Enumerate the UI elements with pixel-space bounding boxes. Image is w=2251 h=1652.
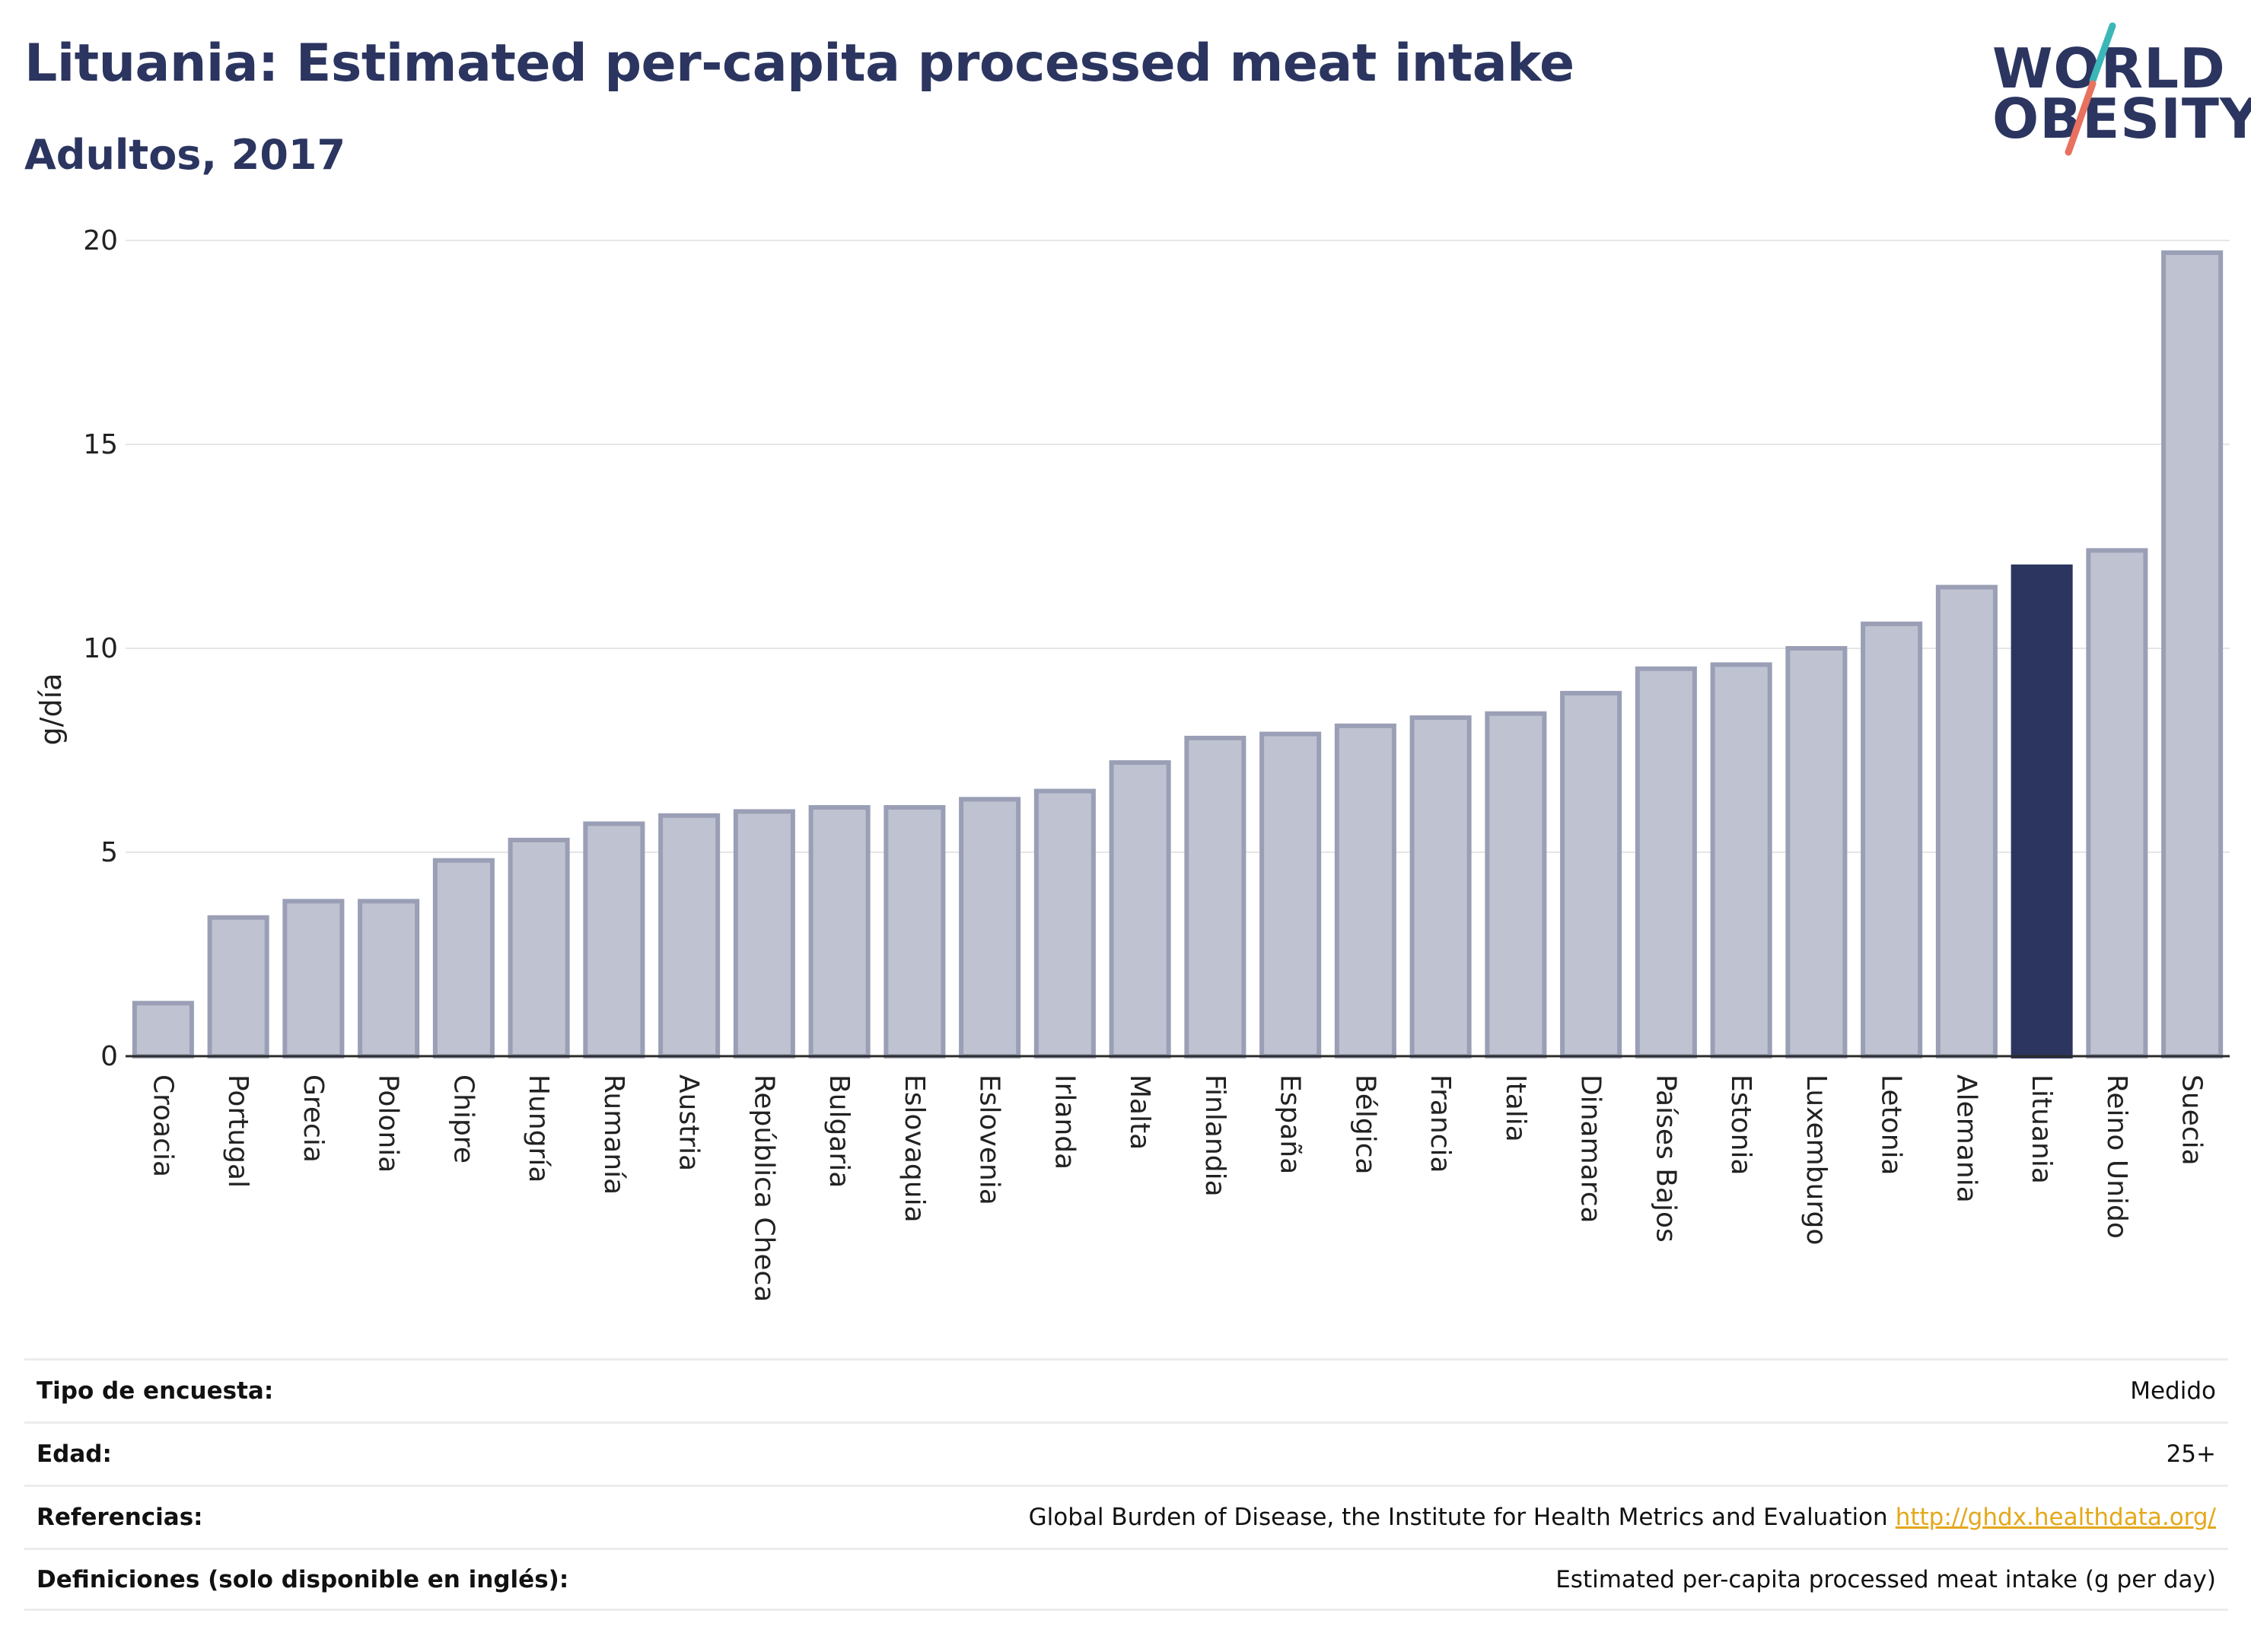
- bar-suecia: [2161, 250, 2224, 1059]
- bar-rumanía: [583, 821, 645, 1058]
- x-tick-label: Hungría: [523, 1074, 554, 1183]
- x-tick-label: Finlandia: [1199, 1074, 1231, 1197]
- x-tick-label: Dinamarca: [1575, 1074, 1606, 1224]
- info-row-definitions: Definiciones (solo disponible en inglés)…: [24, 1548, 2228, 1611]
- x-tick-label: Rumanía: [598, 1074, 629, 1195]
- world-obesity-logo[interactable]: WORLD OBESITY: [1979, 18, 2251, 163]
- bar-dinamarca: [1560, 690, 1622, 1059]
- x-tick-label: Croacia: [147, 1074, 178, 1177]
- y-tick-label: 5: [100, 837, 118, 868]
- x-tick-label: Suecia: [2176, 1074, 2208, 1166]
- info-key: Tipo de encuesta:: [37, 1377, 274, 1405]
- bar-república-checa: [733, 809, 795, 1059]
- x-tick-label: Reino Unido: [2101, 1074, 2132, 1239]
- bar-polonia: [358, 899, 420, 1058]
- bar-bulgaria: [808, 805, 871, 1058]
- x-tick-label: España: [1275, 1074, 1306, 1174]
- bar-reino-unido: [2086, 548, 2148, 1058]
- bar-finlandia: [1184, 735, 1246, 1058]
- bar-bélgica: [1334, 723, 1396, 1059]
- info-value: 25+: [2166, 1440, 2216, 1468]
- info-key: Edad:: [37, 1440, 112, 1468]
- bar-luxemburgo: [1785, 646, 1848, 1058]
- x-tick-label: Francia: [1425, 1074, 1456, 1173]
- chart-title: Lituania: Estimated per-capita processed…: [24, 33, 1574, 94]
- info-value: Estimated per-capita processed meat inta…: [1555, 1565, 2216, 1593]
- x-tick-label: Eslovaquia: [899, 1074, 930, 1223]
- x-tick-label: Portugal: [222, 1074, 253, 1188]
- bar-chart: 0 5 10 15 20 g/día Croacia Portugal Grecia Poloni…: [34, 225, 2230, 1302]
- bar-irlanda: [1033, 788, 1096, 1058]
- info-row-references: Referencias: Global Burden of Disease, t…: [24, 1485, 2228, 1548]
- info-key: Referencias:: [37, 1504, 203, 1531]
- x-tick-label: Polonia: [373, 1074, 404, 1173]
- x-tick-label: Irlanda: [1049, 1074, 1080, 1170]
- logo-slash-icon: [2065, 22, 2116, 156]
- x-tick-label: Chipre: [447, 1074, 479, 1163]
- reference-link[interactable]: http://ghdx.healthdata.org/: [1895, 1504, 2216, 1531]
- bar-hungría: [508, 837, 570, 1058]
- bar-austria: [658, 813, 721, 1058]
- x-tick-label: Italia: [1500, 1074, 1531, 1142]
- bar-españa: [1259, 731, 1322, 1058]
- y-tick-label: 15: [83, 429, 118, 460]
- bar-eslovenia: [959, 797, 1021, 1058]
- bar-chipre: [432, 858, 495, 1058]
- bar-estonia: [1710, 662, 1772, 1058]
- y-axis-label: g/día: [34, 673, 68, 746]
- bar-francia: [1409, 715, 1472, 1058]
- x-tick-label: Bélgica: [1349, 1074, 1380, 1175]
- y-tick-label: 10: [83, 633, 118, 664]
- bar-croacia: [132, 1001, 194, 1058]
- info-table: Tipo de encuesta: Medido Edad: 25+ Refer…: [24, 1358, 2228, 1611]
- info-row-age: Edad: 25+: [24, 1421, 2228, 1485]
- x-tick-label: Lituania: [2026, 1074, 2057, 1184]
- reference-text: Global Burden of Disease, the Institute …: [1028, 1504, 1888, 1531]
- bar-italia: [1485, 711, 1547, 1058]
- bar-letonia: [1861, 621, 1923, 1058]
- bar-grecia: [282, 899, 345, 1058]
- x-tick-label: Austria: [673, 1074, 705, 1171]
- chart-subtitle: Adultos, 2017: [24, 131, 346, 179]
- x-tick-label: Luxemburgo: [1800, 1074, 1832, 1245]
- x-tick-label: Eslovenia: [974, 1074, 1005, 1205]
- info-value: Medido: [2130, 1377, 2216, 1405]
- bar-países-bajos: [1635, 666, 1697, 1058]
- info-value-references: Global Burden of Disease, the Institute …: [1029, 1504, 2216, 1531]
- info-row-survey-type: Tipo de encuesta: Medido: [24, 1358, 2228, 1421]
- bar-eslovaquia: [884, 805, 946, 1058]
- x-tick-label: Bulgaria: [823, 1074, 855, 1188]
- x-tick-label: Malta: [1124, 1074, 1155, 1150]
- x-tick-label: Países Bajos: [1650, 1074, 1681, 1243]
- bar-malta: [1109, 760, 1171, 1059]
- y-tick-label: 20: [83, 225, 118, 256]
- logo-line-2: OBESITY: [1992, 87, 2251, 151]
- info-key: Definiciones (solo disponible en inglés)…: [37, 1565, 569, 1593]
- x-tick-label: Grecia: [298, 1074, 329, 1163]
- x-tick-label: República Checa: [748, 1074, 779, 1302]
- logo-line-1: WORLD: [1992, 37, 2226, 100]
- bar-portugal: [207, 915, 269, 1059]
- x-tick-label: Estonia: [1725, 1074, 1756, 1176]
- bar-lituania: [2011, 564, 2073, 1058]
- x-tick-label: Alemania: [1950, 1074, 1982, 1203]
- y-tick-label: 0: [100, 1041, 118, 1072]
- bar-alemania: [1935, 584, 1998, 1058]
- x-tick-label: Letonia: [1876, 1074, 1907, 1176]
